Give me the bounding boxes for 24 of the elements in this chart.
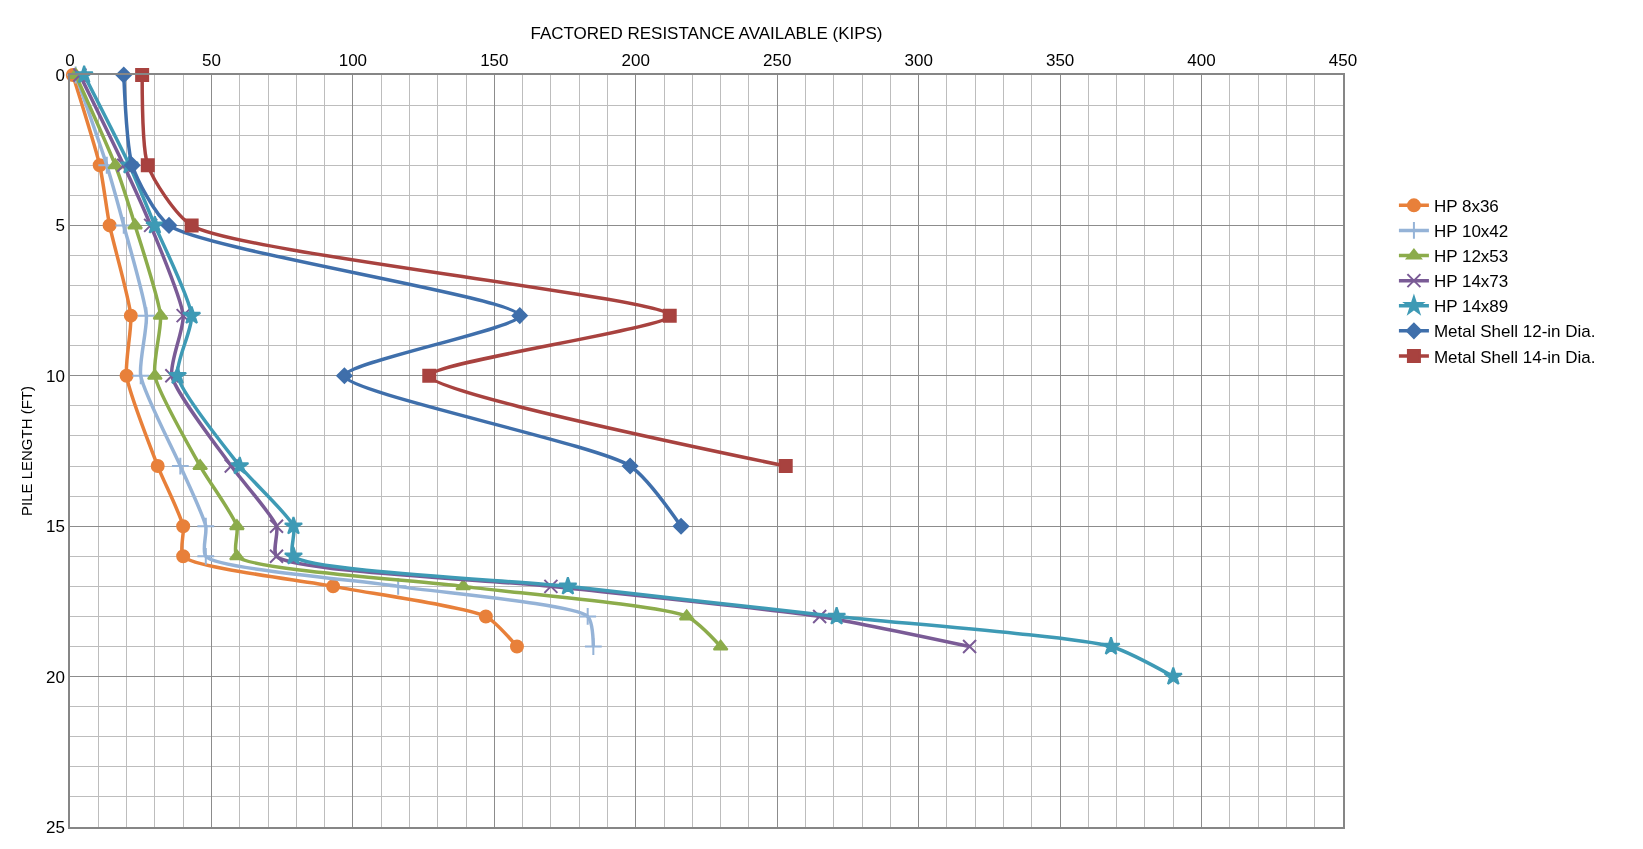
legend-label: HP 8x36 <box>1433 196 1499 216</box>
x-tick-label: 100 <box>338 51 368 71</box>
y-tick-label: 25 <box>45 817 65 837</box>
y-tick-label: 20 <box>45 667 65 687</box>
legend-label: HP 14x73 <box>1433 272 1509 292</box>
x-tick-label: 150 <box>480 51 509 71</box>
y-tick-label: 5 <box>55 216 65 236</box>
y-tick-label: 0 <box>55 65 65 85</box>
y-axis-title: PILE LENGTH (FT) <box>17 385 35 517</box>
y-tick-label: 10 <box>45 366 65 386</box>
y-tick-label: 15 <box>45 517 65 537</box>
x-tick-label: 50 <box>201 51 221 71</box>
legend-label: Metal Shell 14-in Dia. <box>1433 347 1596 367</box>
x-tick-label: 450 <box>1328 51 1358 71</box>
x-tick-label: 350 <box>1045 51 1075 71</box>
legend-label: Metal Shell 12-in Dia. <box>1433 322 1596 342</box>
x-tick-label: 200 <box>621 51 650 71</box>
legend-label: HP 14x89 <box>1433 297 1509 317</box>
legend-label: HP 12x53 <box>1433 247 1509 267</box>
x-axis-title: FACTORED RESISTANCE AVAILABLE (KIPS) <box>530 23 883 43</box>
x-tick-label: 300 <box>904 51 933 71</box>
legend-label: HP 10x42 <box>1433 222 1509 242</box>
x-tick-label: 250 <box>763 51 792 71</box>
x-tick-label: 400 <box>1187 51 1216 71</box>
